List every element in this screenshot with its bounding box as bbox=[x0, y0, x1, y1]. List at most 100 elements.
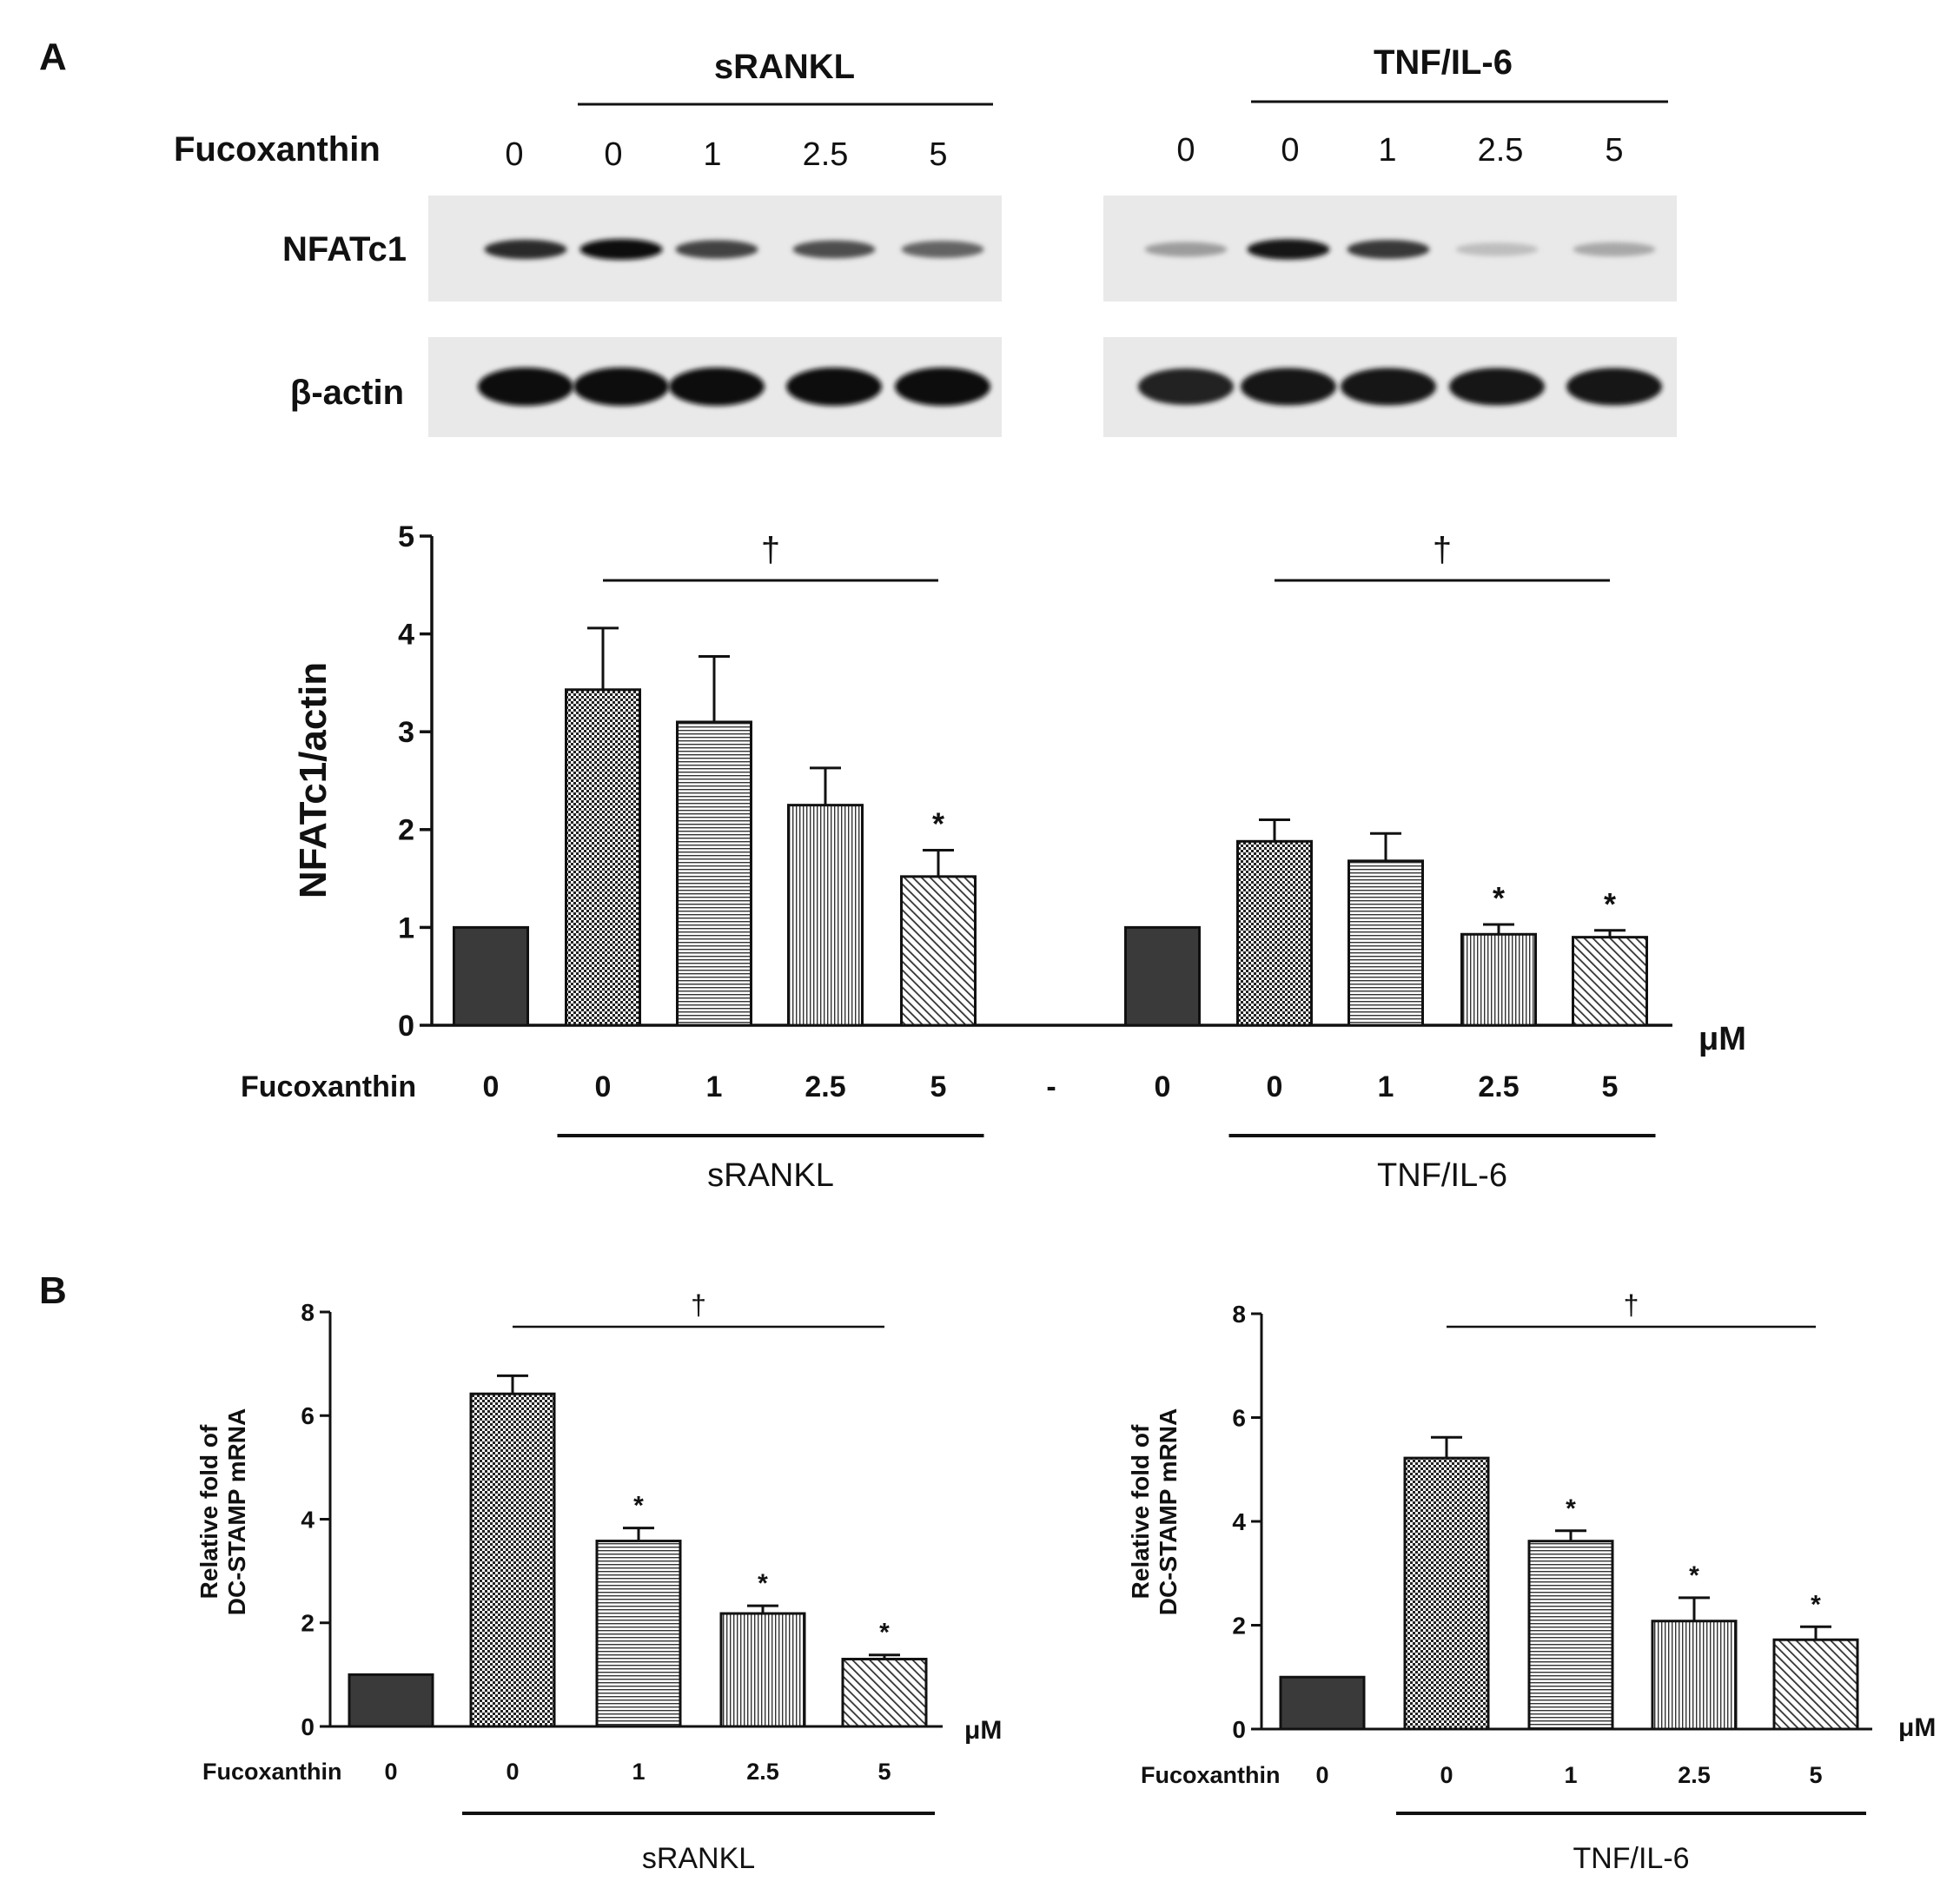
bar bbox=[1460, 932, 1537, 1027]
y-axis-label: DC-STAMP mRNA bbox=[223, 1408, 250, 1616]
y-tick-label: 1 bbox=[398, 911, 414, 944]
bar bbox=[1124, 925, 1201, 1027]
y-tick-label: 0 bbox=[301, 1713, 315, 1740]
bar bbox=[787, 804, 864, 1027]
x-row-label: Fucoxanthin bbox=[1141, 1762, 1281, 1788]
y-tick-label: 4 bbox=[1232, 1508, 1246, 1535]
blot-band bbox=[1144, 242, 1228, 257]
bar bbox=[453, 925, 529, 1027]
bar bbox=[1348, 859, 1424, 1027]
y-tick-label: 4 bbox=[301, 1506, 315, 1533]
blot-band bbox=[1341, 368, 1436, 406]
blot-dose-label: 1 bbox=[1378, 132, 1396, 169]
y-axis-label: DC-STAMP mRNA bbox=[1155, 1408, 1182, 1616]
group-label: sRANKL bbox=[707, 1157, 834, 1194]
dagger-mark: † bbox=[691, 1289, 706, 1321]
blot-band bbox=[901, 241, 984, 258]
x-row-label: Fucoxanthin bbox=[202, 1759, 342, 1785]
blot-band bbox=[573, 368, 669, 406]
significance-mark: * bbox=[1811, 1590, 1821, 1619]
bar bbox=[565, 688, 641, 1027]
blot-row-label-nfatc1: NFATc1 bbox=[282, 230, 407, 268]
panel-a-label: A bbox=[39, 36, 67, 78]
y-axis-label: Relative fold of bbox=[1127, 1424, 1154, 1599]
blot-band bbox=[579, 239, 663, 260]
bar bbox=[1279, 1675, 1366, 1731]
y-tick-label: 0 bbox=[398, 1010, 414, 1043]
blot-treatment-label-srankl: sRANKL bbox=[714, 48, 855, 86]
blot-band bbox=[895, 368, 990, 406]
bar bbox=[1651, 1620, 1738, 1731]
x-category-label: 0 bbox=[506, 1759, 519, 1785]
dagger-mark: † bbox=[1433, 531, 1452, 569]
x-category-label: 2.5 bbox=[746, 1759, 779, 1785]
y-tick-label: 8 bbox=[301, 1299, 315, 1326]
x-category-label: 0 bbox=[483, 1070, 500, 1103]
y-tick-label: 5 bbox=[398, 520, 414, 553]
blot-dose-label: 5 bbox=[1605, 132, 1623, 169]
chart-panel-a: 0 1 2 3 4 5 μM NFATc1/actin Fucoxanthin 0 0 1 2.5 5 * -… bbox=[241, 520, 1746, 1194]
y-axis-label: Relative fold of bbox=[195, 1424, 222, 1599]
blot-band bbox=[1449, 368, 1545, 406]
blot-band bbox=[1138, 368, 1234, 406]
bar bbox=[900, 875, 977, 1027]
blot-dose-label: 2.5 bbox=[1478, 132, 1524, 169]
y-axis-label: NFATc1/actin bbox=[292, 662, 334, 898]
blot-dose-row-left: 0 0 1 2.5 5 bbox=[505, 136, 947, 173]
blot-band bbox=[1566, 368, 1662, 406]
dagger-mark: † bbox=[761, 531, 780, 569]
x-category-label: 5 bbox=[1809, 1762, 1822, 1788]
y-tick-label: 8 bbox=[1232, 1301, 1246, 1328]
bar bbox=[719, 1612, 806, 1728]
dagger-mark: † bbox=[1624, 1289, 1639, 1321]
x-category-label: 5 bbox=[877, 1759, 891, 1785]
blot-dose-label: 2.5 bbox=[803, 136, 849, 173]
group-label: TNF/IL-6 bbox=[1573, 1842, 1689, 1875]
bar bbox=[595, 1540, 682, 1728]
blot-dose-label: 5 bbox=[929, 136, 947, 173]
blot-treatment-label-tnf: TNF/IL-6 bbox=[1374, 43, 1513, 82]
panel-b-label: B bbox=[39, 1269, 67, 1312]
x-category-label: 0 bbox=[384, 1759, 397, 1785]
blot-dose-label: 0 bbox=[505, 136, 523, 173]
bar bbox=[841, 1657, 928, 1728]
y-tick-label: 6 bbox=[301, 1402, 315, 1429]
significance-mark: * bbox=[879, 1619, 890, 1647]
x-category-label: - bbox=[1046, 1070, 1056, 1103]
x-category-label: 0 bbox=[1267, 1070, 1283, 1103]
bar bbox=[1403, 1456, 1490, 1731]
significance-mark: * bbox=[932, 805, 944, 841]
blot-band bbox=[1347, 240, 1430, 259]
y-tick-label: 4 bbox=[398, 619, 414, 652]
x-category-label: 1 bbox=[1564, 1762, 1577, 1788]
y-tick-label: 2 bbox=[398, 814, 414, 847]
x-row-label: Fucoxanthin bbox=[241, 1070, 416, 1103]
significance-mark: * bbox=[1604, 886, 1616, 922]
x-category-label: 2.5 bbox=[1678, 1762, 1711, 1788]
blot-dose-label: 0 bbox=[604, 136, 622, 173]
blot-band bbox=[675, 240, 758, 259]
x-category-label: 5 bbox=[930, 1070, 947, 1103]
x-category-label: 5 bbox=[1602, 1070, 1619, 1103]
x-category-label: 0 bbox=[1315, 1762, 1328, 1788]
blot-band bbox=[1573, 242, 1656, 257]
chart-panel-b-left: 0 2 4 6 8 μM Relative fold of DC-STAMP mRNA Fuco… bbox=[195, 1289, 1002, 1875]
x-axis-unit: μM bbox=[964, 1716, 1002, 1745]
significance-mark: * bbox=[1566, 1494, 1576, 1523]
x-category-label: 2.5 bbox=[805, 1070, 845, 1103]
blot-band bbox=[786, 368, 882, 406]
significance-mark: * bbox=[1689, 1561, 1699, 1590]
blot-band bbox=[792, 240, 876, 259]
x-axis-unit: μM bbox=[1898, 1713, 1936, 1742]
group-label: sRANKL bbox=[642, 1842, 755, 1875]
bar bbox=[469, 1392, 556, 1728]
y-tick-label: 6 bbox=[1232, 1404, 1246, 1431]
bar bbox=[1527, 1540, 1614, 1731]
bar bbox=[1236, 839, 1313, 1027]
significance-mark: * bbox=[633, 1492, 644, 1521]
x-category-label: 0 bbox=[1440, 1762, 1453, 1788]
y-tick-label: 3 bbox=[398, 716, 414, 749]
bar bbox=[1772, 1638, 1859, 1731]
x-category-label: 1 bbox=[1378, 1070, 1394, 1103]
